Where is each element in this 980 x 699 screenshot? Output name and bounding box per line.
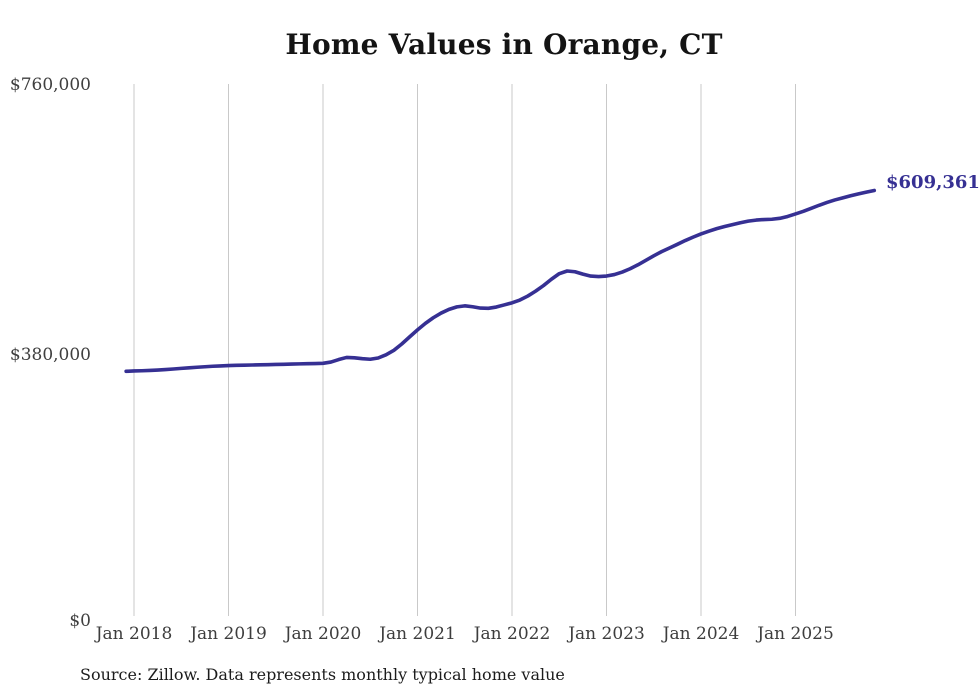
y-axis-tick-label: $0 — [69, 611, 91, 631]
x-axis-tick-label: Jan 2022 — [473, 624, 551, 644]
home-value-line-series — [124, 188, 877, 374]
y-axis-tick-label: $760,000 — [9, 75, 91, 95]
x-axis-tick-label: Jan 2023 — [568, 624, 645, 644]
x-axis-tick-label: Jan 2019 — [190, 624, 267, 644]
x-axis-tick-label: Jan 2025 — [757, 624, 834, 644]
x-axis: Jan 2018 Jan 2019 Jan 2020 Jan 2021 Jan 2022… — [0, 624, 980, 646]
x-axis-tick-label: Jan 2018 — [95, 624, 173, 644]
latest-value-label: $609,361 — [886, 172, 980, 193]
chart-title: Home Values in Orange, CT — [285, 28, 723, 61]
x-axis-tick-label: Jan 2024 — [662, 624, 740, 644]
y-axis-tick-label: $380,000 — [9, 345, 91, 365]
x-axis-tick-label: Jan 2021 — [379, 624, 456, 644]
x-axis-tick-label: Jan 2020 — [284, 624, 362, 644]
source-note: Source: Zillow. Data represents monthly … — [80, 665, 565, 684]
